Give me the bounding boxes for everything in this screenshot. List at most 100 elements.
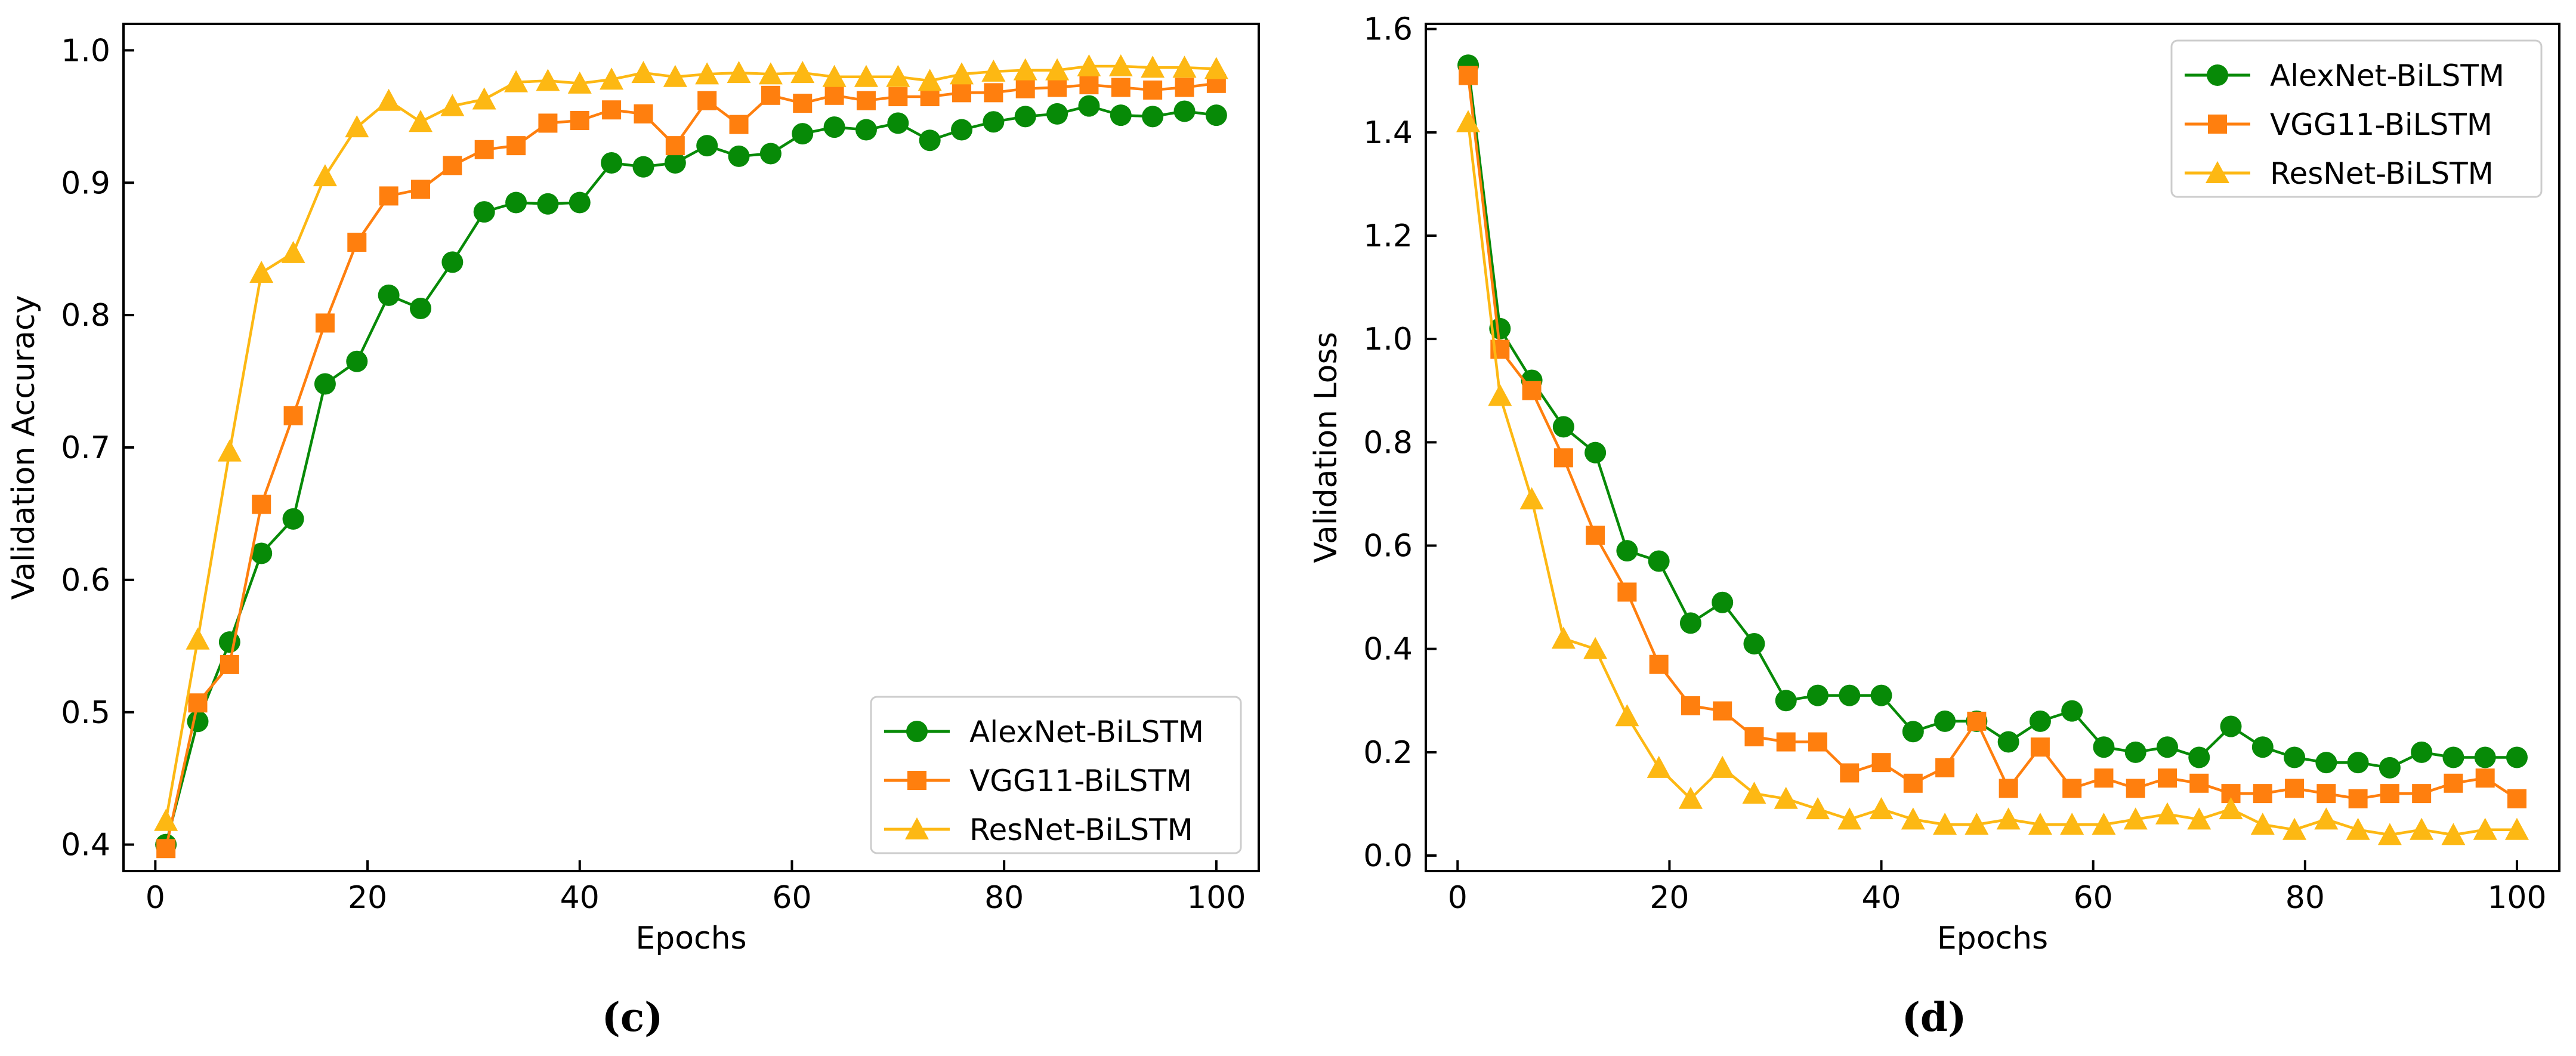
data-point: [379, 186, 399, 206]
y-tick-label: 0.9: [61, 165, 110, 201]
series-line-vgg11-bilstm: [164, 82, 1217, 849]
data-point: [218, 631, 240, 653]
data-point: [1807, 684, 1829, 706]
y-tick-label: 0.6: [1363, 529, 1413, 564]
data-point: [249, 261, 274, 283]
legend: AlexNet-BiLSTM VGG11-BiLSTM ResNet-BiLSTM: [870, 696, 1242, 854]
data-point: [1649, 654, 1669, 674]
data-point: [2315, 752, 2337, 774]
data-point: [283, 406, 303, 425]
x-tick-label: 100: [1187, 880, 1246, 916]
data-point: [473, 201, 495, 223]
data-point: [1583, 637, 1608, 659]
series-line-alexnet-bilstm: [164, 104, 1217, 845]
data-point: [664, 152, 686, 174]
x-tick-label: 60: [772, 880, 811, 916]
data-point: [281, 240, 305, 263]
data-point: [2094, 768, 2114, 788]
data-point: [188, 693, 208, 713]
data-point: [1774, 786, 1798, 809]
data-point: [2250, 813, 2275, 835]
series-line-vgg11-bilstm: [1466, 75, 2518, 801]
data-point: [665, 136, 685, 156]
data-point: [793, 94, 813, 113]
data-point: [1519, 487, 1544, 510]
data-point: [2506, 746, 2528, 768]
data-point: [1143, 80, 1163, 100]
series-line-resnet-bilstm: [1466, 122, 2517, 836]
data-point: [602, 100, 622, 120]
data-point: [2156, 736, 2178, 758]
data-point: [2348, 789, 2368, 808]
data-point: [1806, 797, 1830, 820]
data-point: [888, 87, 908, 107]
data-point: [790, 61, 815, 84]
data-point: [697, 91, 717, 110]
data-point: [2473, 817, 2497, 840]
data-point: [2441, 823, 2466, 845]
x-tick-label: 0: [146, 880, 165, 916]
data-point: [347, 233, 367, 252]
panel-d: 0 20 40 60 80 100 0.0 0.2 0.4 0.6 0.8 1.0 1.2 1.4 1.6 E…: [1308, 12, 2560, 1040]
data-point: [2157, 768, 2177, 788]
data-point: [217, 439, 242, 462]
data-point: [1648, 550, 1670, 572]
data-point: [252, 495, 271, 514]
data-point: [346, 350, 368, 372]
data-point: [1933, 813, 1957, 835]
data-point: [663, 64, 687, 87]
legend-marker: [2206, 161, 2229, 183]
data-point: [1141, 55, 1165, 78]
data-point: [537, 193, 559, 215]
data-point: [506, 136, 526, 156]
legend-label: ResNet-BiLSTM: [2270, 156, 2494, 191]
data-point: [1552, 416, 1574, 438]
legend-label: VGG11-BiLSTM: [2270, 107, 2492, 142]
data-point: [474, 140, 494, 159]
legend-label: AlexNet-BiLSTM: [969, 715, 1204, 749]
data-point: [315, 313, 335, 333]
data-point: [855, 119, 877, 141]
y-tick-label: 0.8: [61, 298, 110, 334]
y-tick-label: 0.8: [1363, 425, 1413, 461]
data-point: [2504, 817, 2529, 840]
y-axis-label: Validation Loss: [1308, 332, 1344, 563]
data-point: [1172, 55, 1197, 78]
data-point: [2220, 715, 2242, 737]
x-tick-label: 40: [1861, 880, 1901, 916]
data-point: [1776, 732, 1796, 752]
data-point: [727, 61, 751, 84]
data-point: [567, 71, 592, 94]
x-tick-label: 80: [984, 880, 1024, 916]
data-point: [1679, 612, 1701, 634]
legend-label: VGG11-BiLSTM: [969, 764, 1192, 798]
data-point: [1775, 690, 1797, 712]
data-point: [2029, 710, 2051, 732]
data-point: [695, 62, 719, 85]
data-point: [1713, 701, 1732, 721]
data-point: [2444, 773, 2463, 793]
data-point: [2060, 813, 2084, 835]
data-point: [601, 152, 623, 174]
data-point: [1871, 753, 1891, 773]
data-point: [823, 116, 845, 138]
data-point: [729, 115, 749, 134]
legend: AlexNet-BiLSTM VGG11-BiLSTM ResNet-BiLSTM: [2170, 39, 2543, 198]
data-point: [408, 110, 433, 132]
x-tick-label: 60: [2074, 880, 2113, 916]
panel-c: 0 20 40 60 80 100 0.4 0.5 0.6 0.7 0.8 0.9 1.0 Epochs V…: [6, 23, 1260, 1040]
data-point: [443, 156, 462, 175]
data-point: [1965, 813, 1989, 835]
data-point: [251, 542, 273, 564]
data-point: [2123, 807, 2148, 830]
data-point: [1014, 106, 1036, 128]
data-point: [1522, 381, 1542, 400]
data-point: [854, 64, 878, 87]
data-point: [2282, 817, 2307, 840]
data-point: [887, 112, 909, 134]
data-point: [2475, 768, 2495, 788]
data-point: [1996, 807, 2021, 830]
y-tick-label: 1.2: [1363, 218, 1413, 254]
data-point: [1586, 526, 1605, 545]
